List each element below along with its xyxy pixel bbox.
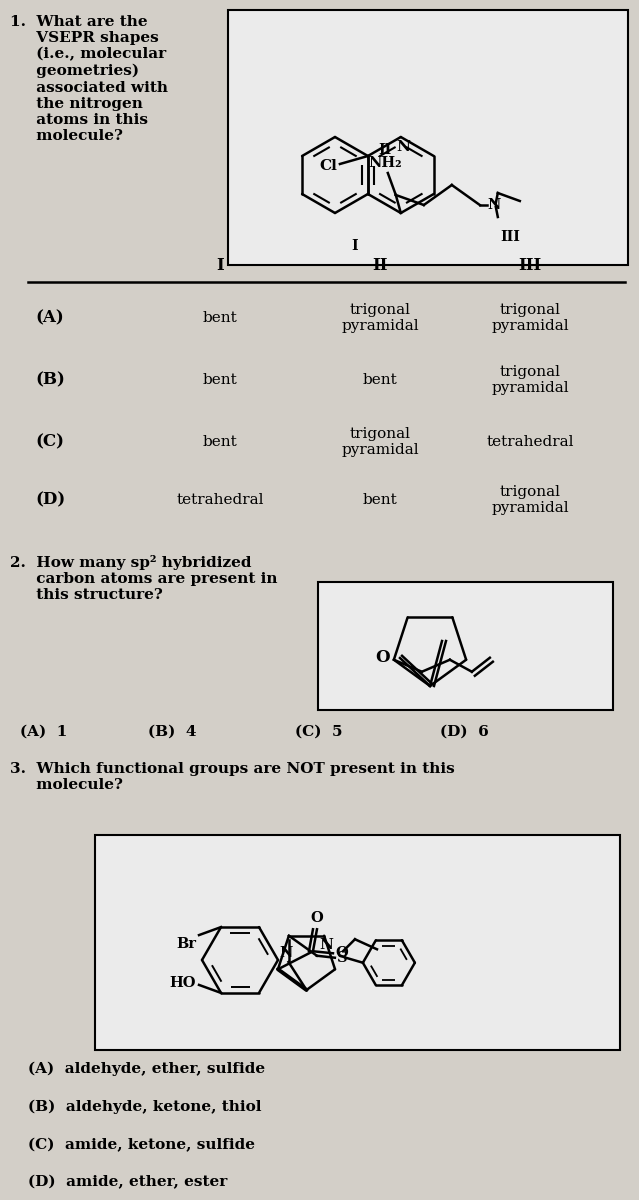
Text: bent: bent: [203, 311, 237, 325]
Text: 2.  How many sp² hybridized
     carbon atoms are present in
     this structure: 2. How many sp² hybridized carbon atoms …: [10, 554, 277, 602]
Text: II: II: [378, 143, 392, 157]
Text: (C)  amide, ketone, sulfide: (C) amide, ketone, sulfide: [28, 1138, 255, 1152]
Text: (B)  aldehyde, ketone, thiol: (B) aldehyde, ketone, thiol: [28, 1100, 261, 1115]
Text: NH₂: NH₂: [368, 156, 402, 170]
Text: N: N: [396, 140, 410, 154]
Text: bent: bent: [203, 434, 237, 449]
Text: trigonal
pyramidal: trigonal pyramidal: [491, 302, 569, 334]
Text: bent: bent: [203, 373, 237, 386]
Text: (A)  1: (A) 1: [20, 725, 67, 739]
Text: trigonal
pyramidal: trigonal pyramidal: [341, 427, 419, 457]
Text: HO: HO: [169, 976, 196, 990]
Text: O: O: [335, 947, 348, 960]
Text: trigonal
pyramidal: trigonal pyramidal: [341, 302, 419, 334]
Text: N: N: [488, 198, 501, 212]
Text: bent: bent: [362, 373, 397, 386]
Text: I: I: [216, 257, 224, 274]
Bar: [318, 582, 613, 710]
Text: (A): (A): [35, 310, 64, 326]
Text: O: O: [375, 649, 390, 666]
Text: (D): (D): [35, 492, 65, 509]
Text: S: S: [337, 950, 348, 965]
Text: tetrahedral: tetrahedral: [486, 434, 574, 449]
Text: trigonal
pyramidal: trigonal pyramidal: [491, 485, 569, 515]
Text: III: III: [500, 230, 520, 244]
Text: II: II: [373, 257, 388, 274]
Text: Br: Br: [176, 937, 196, 952]
Text: (D)  6: (D) 6: [440, 725, 489, 739]
Text: 1.  What are the
     VSEPR shapes
     (i.e., molecular
     geometries)
     a: 1. What are the VSEPR shapes (i.e., mole…: [10, 14, 168, 143]
Text: N: N: [280, 946, 293, 960]
Text: 3.  Which functional groups are NOT present in this
     molecule?: 3. Which functional groups are NOT prese…: [10, 762, 455, 792]
Text: N: N: [320, 937, 333, 952]
Text: (A)  aldehyde, ether, sulfide: (A) aldehyde, ether, sulfide: [28, 1062, 265, 1076]
Text: bent: bent: [362, 493, 397, 506]
Text: (B)  4: (B) 4: [148, 725, 197, 739]
Bar: [95, 835, 620, 1050]
Text: III: III: [518, 257, 542, 274]
Text: trigonal
pyramidal: trigonal pyramidal: [491, 365, 569, 395]
Text: Cl: Cl: [319, 158, 337, 173]
Text: (C): (C): [35, 433, 64, 450]
Text: O: O: [311, 911, 323, 925]
Text: (B): (B): [35, 372, 65, 389]
Text: I: I: [351, 239, 358, 253]
Text: tetrahedral: tetrahedral: [176, 493, 264, 506]
Text: (D)  amide, ether, ester: (D) amide, ether, ester: [28, 1175, 227, 1189]
Bar: [228, 10, 628, 265]
Text: (C)  5: (C) 5: [295, 725, 343, 739]
